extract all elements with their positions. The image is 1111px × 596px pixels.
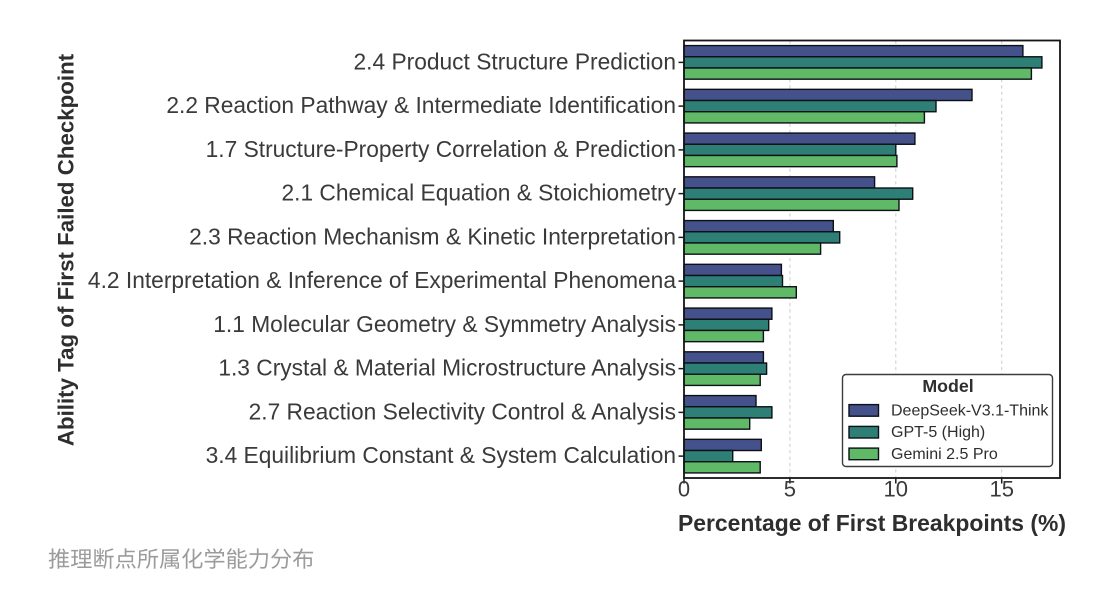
svg-text:Gemini 2.5 Pro: Gemini 2.5 Pro xyxy=(891,446,998,463)
svg-text:10: 10 xyxy=(884,477,908,502)
svg-text:0: 0 xyxy=(678,477,690,502)
svg-text:Ability Tag of First Failed Ch: Ability Tag of First Failed Checkpoint xyxy=(53,53,78,446)
svg-text:2.1 Chemical Equation & Stoich: 2.1 Chemical Equation & Stoichiometry xyxy=(281,180,676,206)
svg-text:2.3 Reaction Mechanism & Kinet: 2.3 Reaction Mechanism & Kinetic Interpr… xyxy=(189,223,676,249)
svg-text:15: 15 xyxy=(989,477,1013,502)
svg-text:3.4 Equilibrium Constant & Sys: 3.4 Equilibrium Constant & System Calcul… xyxy=(206,442,676,468)
svg-text:Percentage of First Breakpoint: Percentage of First Breakpoints (%) xyxy=(678,510,1066,536)
svg-text:1.3 Crystal & Material Microst: 1.3 Crystal & Material Microstructure An… xyxy=(218,355,676,381)
svg-text:1.1 Molecular Geometry & Symme: 1.1 Molecular Geometry & Symmetry Analys… xyxy=(213,311,676,337)
svg-text:DeepSeek-V3.1-Think: DeepSeek-V3.1-Think xyxy=(891,402,1049,419)
svg-text:4.2 Interpretation & Inference: 4.2 Interpretation & Inference of Experi… xyxy=(88,267,676,293)
svg-text:2.2 Reaction Pathway & Interme: 2.2 Reaction Pathway & Intermediate Iden… xyxy=(166,92,676,118)
svg-text:Model: Model xyxy=(922,376,973,396)
svg-text:GPT-5 (High): GPT-5 (High) xyxy=(891,424,985,441)
svg-text:5: 5 xyxy=(784,477,796,502)
svg-text:2.4 Product Structure Predicti: 2.4 Product Structure Prediction xyxy=(354,48,676,74)
svg-text:2.7 Reaction Selectivity Contr: 2.7 Reaction Selectivity Control & Analy… xyxy=(249,398,676,424)
svg-text:1.7 Structure-Property Correla: 1.7 Structure-Property Correlation & Pre… xyxy=(206,136,676,162)
